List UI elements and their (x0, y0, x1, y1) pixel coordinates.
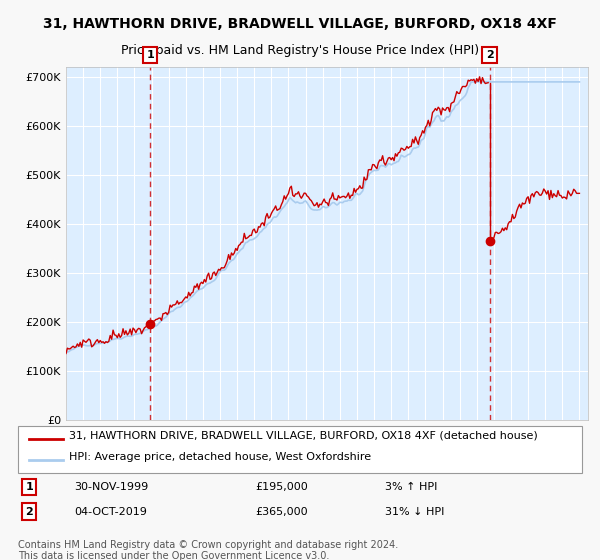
Text: 30-NOV-1999: 30-NOV-1999 (74, 482, 149, 492)
Text: 31, HAWTHORN DRIVE, BRADWELL VILLAGE, BURFORD, OX18 4XF (detached house): 31, HAWTHORN DRIVE, BRADWELL VILLAGE, BU… (69, 431, 538, 441)
Text: £195,000: £195,000 (255, 482, 308, 492)
FancyBboxPatch shape (18, 426, 582, 473)
Text: 31, HAWTHORN DRIVE, BRADWELL VILLAGE, BURFORD, OX18 4XF: 31, HAWTHORN DRIVE, BRADWELL VILLAGE, BU… (43, 17, 557, 31)
Text: 2: 2 (25, 507, 33, 517)
Text: Price paid vs. HM Land Registry's House Price Index (HPI): Price paid vs. HM Land Registry's House … (121, 44, 479, 57)
Text: 1: 1 (25, 482, 33, 492)
Text: 1: 1 (146, 50, 154, 60)
Text: 31% ↓ HPI: 31% ↓ HPI (385, 507, 444, 517)
Text: £365,000: £365,000 (255, 507, 308, 517)
Text: HPI: Average price, detached house, West Oxfordshire: HPI: Average price, detached house, West… (69, 452, 371, 462)
Text: Contains HM Land Registry data © Crown copyright and database right 2024.
This d: Contains HM Land Registry data © Crown c… (18, 540, 398, 560)
Text: 3% ↑ HPI: 3% ↑ HPI (385, 482, 437, 492)
Text: 04-OCT-2019: 04-OCT-2019 (74, 507, 147, 517)
Text: 2: 2 (486, 50, 493, 60)
